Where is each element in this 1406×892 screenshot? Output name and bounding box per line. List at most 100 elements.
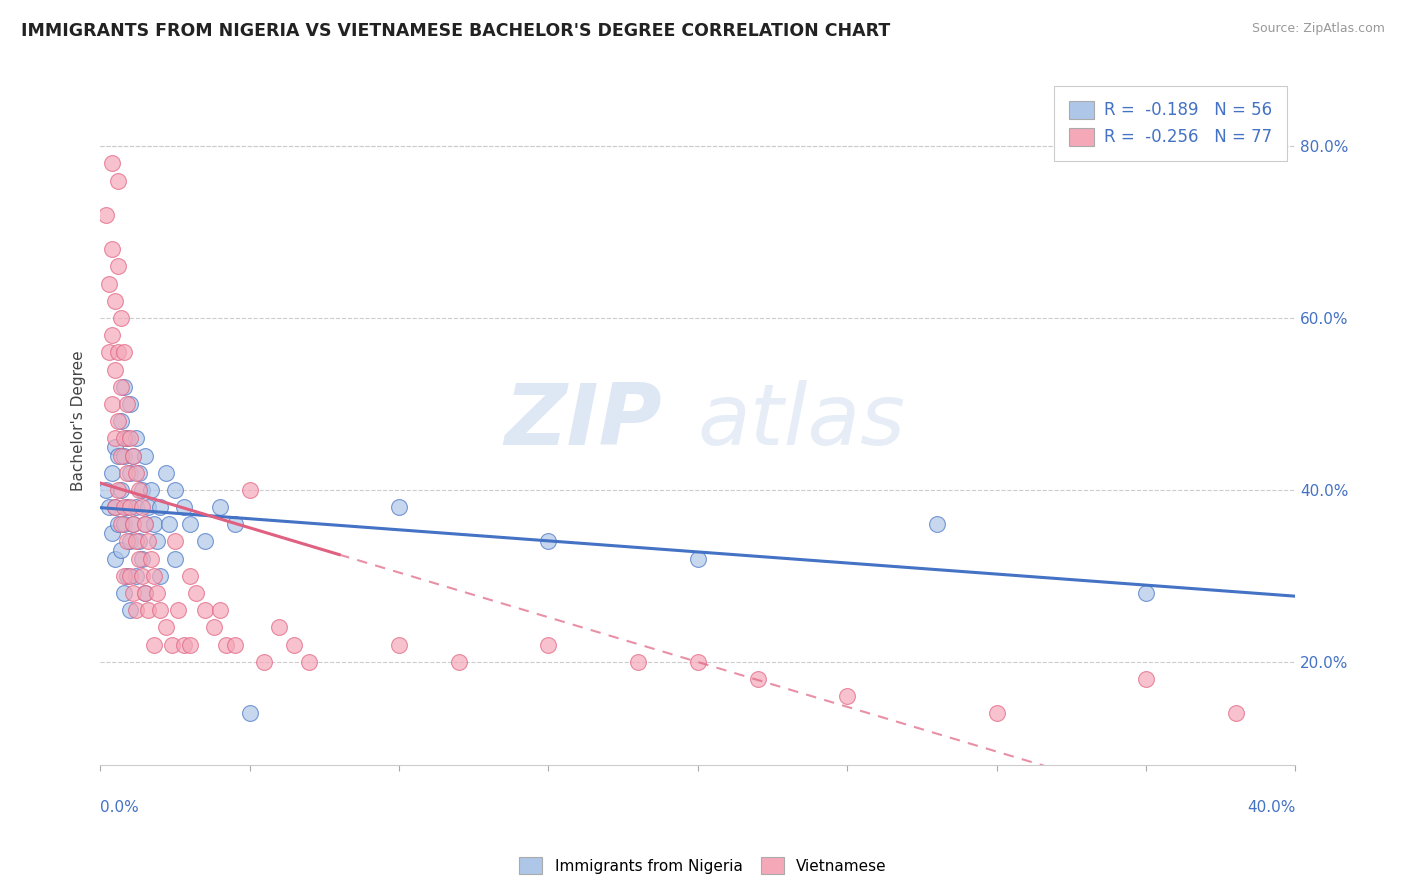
- Point: [115, 534, 138, 549]
- Point: [118, 569, 141, 583]
- Point: [142, 517, 165, 532]
- Point: [142, 638, 165, 652]
- Point: [747, 672, 769, 686]
- Point: [115, 569, 138, 583]
- Y-axis label: Bachelor's Degree: Bachelor's Degree: [72, 351, 86, 491]
- Point: [107, 345, 129, 359]
- Point: [118, 431, 141, 445]
- Point: [107, 173, 129, 187]
- Point: [163, 483, 186, 497]
- Point: [173, 638, 195, 652]
- Text: atlas: atlas: [697, 380, 905, 463]
- Point: [115, 466, 138, 480]
- Point: [94, 208, 117, 222]
- Point: [925, 517, 948, 532]
- Point: [101, 328, 124, 343]
- Point: [136, 500, 159, 514]
- Point: [122, 517, 145, 532]
- Point: [112, 517, 135, 532]
- Point: [837, 689, 859, 703]
- Point: [179, 569, 201, 583]
- Point: [131, 483, 153, 497]
- Point: [101, 466, 124, 480]
- Point: [115, 500, 138, 514]
- Point: [125, 569, 148, 583]
- Point: [163, 551, 186, 566]
- Point: [136, 603, 159, 617]
- Point: [112, 431, 135, 445]
- Point: [134, 517, 156, 532]
- Point: [208, 603, 231, 617]
- Point: [112, 449, 135, 463]
- Point: [104, 551, 127, 566]
- Point: [122, 449, 145, 463]
- Text: Source: ZipAtlas.com: Source: ZipAtlas.com: [1251, 22, 1385, 36]
- Point: [136, 534, 159, 549]
- Point: [107, 517, 129, 532]
- Point: [98, 277, 121, 291]
- Point: [146, 534, 169, 549]
- Point: [173, 500, 195, 514]
- Point: [122, 449, 145, 463]
- Point: [253, 655, 276, 669]
- Point: [101, 156, 124, 170]
- Point: [160, 638, 183, 652]
- Point: [115, 431, 138, 445]
- Point: [125, 603, 148, 617]
- Point: [155, 620, 177, 634]
- Point: [110, 517, 132, 532]
- Point: [388, 500, 411, 514]
- Point: [122, 517, 145, 532]
- Text: 0.0%: 0.0%: [100, 799, 139, 814]
- Point: [128, 534, 150, 549]
- Point: [986, 706, 1008, 721]
- Point: [447, 655, 470, 669]
- Point: [238, 483, 260, 497]
- Point: [149, 500, 172, 514]
- Text: ZIP: ZIP: [505, 380, 662, 463]
- Point: [149, 569, 172, 583]
- Point: [112, 569, 135, 583]
- Legend: R =  -0.189   N = 56, R =  -0.256   N = 77: R = -0.189 N = 56, R = -0.256 N = 77: [1054, 86, 1286, 161]
- Point: [125, 500, 148, 514]
- Point: [686, 655, 709, 669]
- Point: [104, 362, 127, 376]
- Point: [125, 534, 148, 549]
- Point: [179, 517, 201, 532]
- Point: [107, 449, 129, 463]
- Point: [104, 293, 127, 308]
- Point: [118, 534, 141, 549]
- Point: [125, 431, 148, 445]
- Point: [118, 397, 141, 411]
- Point: [146, 586, 169, 600]
- Point: [1135, 586, 1157, 600]
- Point: [1225, 706, 1247, 721]
- Point: [131, 569, 153, 583]
- Point: [388, 638, 411, 652]
- Point: [537, 534, 560, 549]
- Point: [214, 638, 236, 652]
- Point: [110, 543, 132, 558]
- Point: [194, 534, 217, 549]
- Point: [134, 586, 156, 600]
- Point: [122, 586, 145, 600]
- Point: [1135, 672, 1157, 686]
- Point: [110, 380, 132, 394]
- Text: IMMIGRANTS FROM NIGERIA VS VIETNAMESE BACHELOR'S DEGREE CORRELATION CHART: IMMIGRANTS FROM NIGERIA VS VIETNAMESE BA…: [21, 22, 890, 40]
- Point: [139, 483, 162, 497]
- Point: [686, 551, 709, 566]
- Point: [112, 586, 135, 600]
- Point: [98, 345, 121, 359]
- Point: [101, 397, 124, 411]
- Point: [142, 569, 165, 583]
- Point: [139, 551, 162, 566]
- Point: [269, 620, 291, 634]
- Point: [104, 500, 127, 514]
- Point: [101, 242, 124, 256]
- Point: [101, 525, 124, 540]
- Legend: Immigrants from Nigeria, Vietnamese: Immigrants from Nigeria, Vietnamese: [513, 851, 893, 880]
- Point: [104, 440, 127, 454]
- Point: [157, 517, 180, 532]
- Point: [112, 380, 135, 394]
- Point: [107, 483, 129, 497]
